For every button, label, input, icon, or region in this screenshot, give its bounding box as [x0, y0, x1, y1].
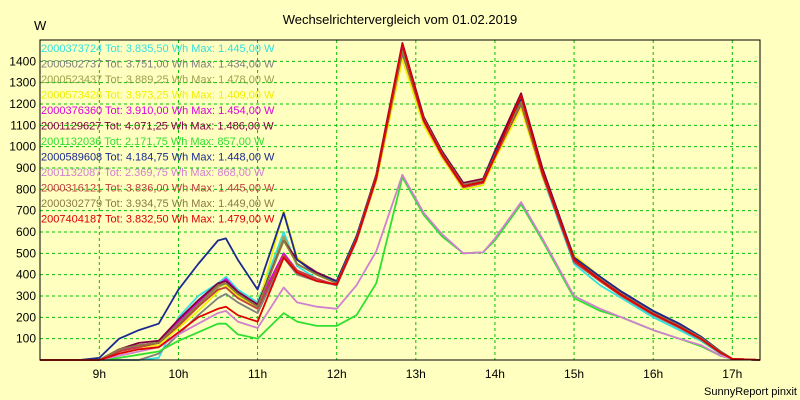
chart-title: Wechselrichtervergleich vom 01.02.2019	[283, 12, 518, 27]
footer-credit: SunnyReport pinxit	[704, 386, 797, 398]
y-tick-label: 1100	[10, 118, 36, 132]
legend-entry-11: 2000302779 Tot: 3.934,75 Wh Max: 1.449,0…	[41, 198, 275, 210]
legend-entry-3: 2000523437 Tot: 3.889,25 Wh Max: 1.478,0…	[41, 74, 275, 86]
x-tick-label: 10h	[168, 367, 188, 381]
plot-frame	[39, 39, 761, 361]
legend-entry-10: 2000316121 Tot: 3.836,00 Wh Max: 1.445,0…	[41, 183, 275, 195]
legend-entry-7: 2001132036 Tot: 2.171,75 Wh Max: 857,00 …	[41, 136, 265, 148]
y-tick-label: 400	[16, 268, 36, 282]
y-tick-label: 100	[16, 332, 36, 346]
x-tick-label: 16h	[643, 367, 663, 381]
y-tick-label: 1000	[9, 140, 36, 154]
x-tick-label: 13h	[406, 367, 426, 381]
series-line-12	[40, 43, 761, 361]
legend-entry-5: 2000376360 Tot: 3.910,00 Wh Max: 1.454,0…	[41, 105, 275, 117]
legend-entry-9: 2001132087 Tot: 2.369,75 Wh Max: 868,00 …	[41, 167, 265, 179]
legend-entry-8: 2000589608 Tot: 4.184,75 Wh Max: 1.448,0…	[41, 152, 275, 164]
x-axis-ticks: 9h 10h 11h 12h 13h 14h 15h 16h 17h	[93, 367, 743, 381]
legend-entry-6: 2001129627 Tot: 4.071,25 Wh Max: 1.486,0…	[41, 121, 274, 133]
x-tick-label: 15h	[564, 367, 584, 381]
x-tick-label: 14h	[485, 367, 505, 381]
legend-entry-4: 2000573428 Tot: 3.973,25 Wh Max: 1.409,0…	[41, 90, 275, 102]
y-tick-label: 200	[16, 310, 36, 324]
y-axis-unit: W	[34, 18, 47, 33]
y-tick-label: 700	[16, 204, 36, 218]
legend-entry-1: 2000373724 Tot: 3.835,50 Wh Max: 1.445,0…	[41, 43, 275, 55]
x-tick-label: 9h	[93, 367, 106, 381]
x-tick-label: 17h	[722, 367, 742, 381]
y-tick-label: 1400	[9, 54, 36, 68]
x-tick-label: 11h	[248, 367, 267, 381]
y-axis-ticks: 100 200 300 400 500 600 700 800 900 1000 1100 1200 1…	[9, 54, 36, 345]
y-tick-label: 300	[16, 289, 36, 303]
series-lines	[40, 42, 761, 361]
legend: 2000373724 Tot: 3.835,50 Wh Max: 1.445,0…	[41, 43, 275, 226]
y-tick-label: 800	[16, 182, 36, 196]
y-tick-label: 1300	[9, 76, 36, 90]
x-tick-label: 12h	[327, 367, 347, 381]
legend-entry-2: 2000502737 Tot: 3.751,00 Wh Max: 1.434,0…	[41, 59, 275, 71]
y-tick-label: 1200	[9, 97, 36, 111]
y-tick-label: 900	[16, 161, 36, 175]
legend-entry-12: 2007404187 Tot: 3.832,50 Wh Max: 1.479,0…	[41, 214, 275, 226]
y-tick-label: 500	[16, 246, 36, 260]
y-tick-label: 600	[16, 225, 36, 239]
series-line-9	[40, 173, 761, 361]
